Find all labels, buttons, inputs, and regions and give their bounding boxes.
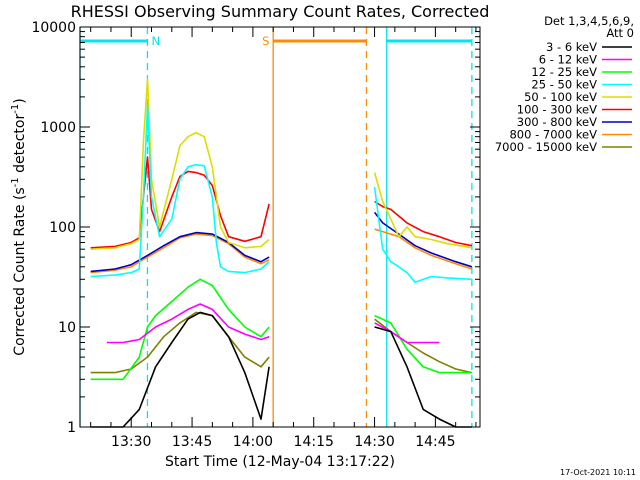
y-tick-label: 100 <box>49 220 76 236</box>
y-tick-label: 1000 <box>40 120 76 136</box>
series-line <box>373 172 473 249</box>
y-tick-label: 1 <box>67 420 76 436</box>
series-line <box>373 187 472 284</box>
series-line <box>90 233 270 274</box>
x-tick-label: 14:30 <box>354 434 394 450</box>
legend-header-line-1: Det 1,3,4,5,6,9, <box>544 14 634 28</box>
series-line <box>90 78 270 250</box>
series-line <box>374 228 473 270</box>
x-tick-label: 13:30 <box>111 434 151 450</box>
generation-timestamp: 17-Oct-2021 10:11 <box>560 468 636 477</box>
series-line <box>373 211 473 268</box>
y-axis: 1 10 100 1000 10000 <box>31 20 480 436</box>
series-line <box>374 322 440 344</box>
legend-entry-label: 300 - 800 keV <box>517 115 597 129</box>
y-tick-label: 10 <box>58 320 76 336</box>
y-axis-label: Corrected Count Rate (s-1 detector-1) <box>10 98 28 355</box>
legend-entry-label: 800 - 7000 keV <box>509 128 597 142</box>
series-line <box>90 311 270 428</box>
series-line <box>106 303 270 344</box>
series-line <box>90 278 270 381</box>
y-tick-label: 10000 <box>31 20 76 36</box>
legend-header-line-2: Att 0 <box>606 26 634 40</box>
x-tick-label: 14:45 <box>415 434 455 450</box>
series-line <box>90 311 270 374</box>
legend-entry-label: 50 - 100 keV <box>524 90 597 104</box>
night-marker-label: N <box>151 34 160 48</box>
series-layer <box>90 78 473 428</box>
legend-entry-label: 7000 - 15000 keV <box>495 140 597 154</box>
legend-entry-label: 12 - 25 keV <box>531 65 597 79</box>
series-line <box>374 314 472 374</box>
chart-title: RHESSI Observing Summary Count Rates, Co… <box>71 2 490 21</box>
x-tick-label: 13:45 <box>172 434 212 450</box>
series-line <box>374 200 473 247</box>
x-axis: 13:30 13:45 14:00 14:15 14:30 14:45 <box>90 27 477 450</box>
x-tick-label: 14:15 <box>294 434 334 450</box>
legend-entry-label: 3 - 6 keV <box>546 40 597 54</box>
saa-marker-label: S <box>262 34 269 48</box>
x-tick-label: 14:00 <box>233 434 273 450</box>
series-line <box>90 231 270 273</box>
series-line <box>90 105 270 278</box>
x-axis-label: Start Time (12-May-04 13:17:22) <box>165 454 395 470</box>
legend-entry-label: 100 - 300 keV <box>517 103 597 117</box>
legend-entry-label: 25 - 50 keV <box>531 78 597 92</box>
legend-entry-label: 6 - 12 keV <box>539 53 597 67</box>
